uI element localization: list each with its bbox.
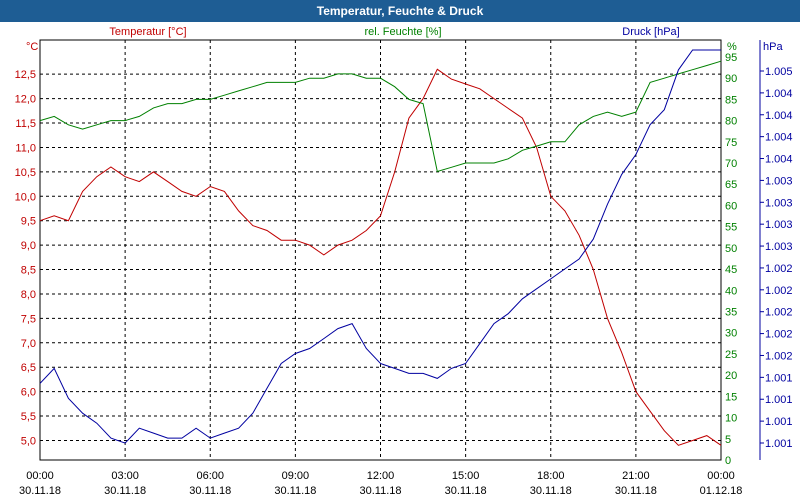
y-tick-temperature: 8,0	[21, 289, 36, 301]
y-tick-pressure: 1.002	[765, 307, 793, 319]
y-tick-humidity: 65	[725, 179, 737, 191]
y-tick-temperature: 11,0	[15, 142, 36, 154]
series-line-temperature	[39, 68, 722, 446]
y-tick-humidity: 45	[725, 264, 737, 276]
y-tick-pressure: 1.001	[765, 416, 793, 428]
y-tick-humidity: 20	[725, 370, 737, 382]
y-tick-temperature: 9,5	[21, 216, 36, 228]
axes-layer	[39, 39, 764, 461]
chart-title-bar: Temperatur, Feuchte & Druck	[0, 0, 800, 22]
ticks-layer: 00:00 30.11.18 03:00 30.11.18 06:00 30.11.18 0…	[15, 52, 793, 497]
legend-pressure: Druck [hPa]	[622, 26, 679, 38]
series-line-humidity	[39, 60, 722, 173]
y-tick-temperature: 10,5	[15, 167, 36, 179]
y-tick-humidity: 50	[725, 243, 737, 255]
x-tick-time: 00:00	[26, 470, 54, 482]
y-tick-humidity: 95	[725, 52, 737, 64]
series-layer	[39, 49, 722, 446]
y-tick-pressure: 1.004	[765, 110, 793, 122]
y-tick-pressure: 1.001	[765, 372, 793, 384]
y-tick-humidity: 55	[725, 222, 737, 234]
y-tick-temperature: 7,0	[21, 338, 36, 350]
labels-layer: Temperatur [°C] rel. Feuchte [%] Druck […	[26, 26, 783, 53]
y-tick-humidity: 35	[725, 307, 737, 319]
unit-label-humidity: %	[727, 41, 737, 53]
x-tick-date: 01.12.18	[700, 485, 743, 497]
x-tick-date: 30.11.18	[189, 485, 231, 497]
y-tick-temperature: 6,0	[21, 387, 36, 399]
y-tick-pressure: 1.003	[765, 197, 793, 209]
y-tick-pressure: 1.001	[765, 438, 793, 450]
y-tick-humidity: 60	[725, 200, 737, 212]
y-tick-temperature: 10,0	[15, 191, 36, 203]
x-tick-date: 30.11.18	[530, 485, 572, 497]
x-tick-time: 15:00	[452, 470, 480, 482]
y-tick-pressure: 1.001	[765, 394, 793, 406]
y-tick-pressure: 1.002	[765, 329, 793, 341]
y-tick-humidity: 30	[725, 328, 737, 340]
y-tick-temperature: 5,0	[21, 435, 36, 447]
y-tick-pressure: 1.005	[765, 66, 793, 78]
y-tick-pressure: 1.004	[765, 88, 793, 100]
x-tick-time: 03:00	[111, 470, 139, 482]
x-tick-time: 09:00	[282, 470, 310, 482]
x-tick-date: 30.11.18	[274, 485, 316, 497]
y-tick-temperature: 6,5	[21, 362, 36, 374]
legend-humidity: rel. Feuchte [%]	[364, 26, 441, 38]
legend-temperature: Temperatur [°C]	[109, 26, 186, 38]
y-tick-humidity: 80	[725, 116, 737, 128]
y-tick-pressure: 1.002	[765, 350, 793, 362]
y-tick-temperature: 12,0	[15, 94, 36, 106]
y-tick-humidity: 90	[725, 73, 737, 85]
y-tick-pressure: 1.004	[765, 132, 793, 144]
y-tick-humidity: 15	[725, 391, 737, 403]
series-line-pressure	[39, 49, 721, 444]
x-tick-time: 18:00	[537, 470, 565, 482]
x-tick-time: 06:00	[196, 470, 224, 482]
y-tick-temperature: 8,5	[21, 265, 36, 277]
y-tick-pressure: 1.002	[765, 263, 793, 275]
x-tick-date: 30.11.18	[359, 485, 401, 497]
y-tick-pressure: 1.003	[765, 241, 793, 253]
x-tick-date: 30.11.18	[19, 485, 61, 497]
y-tick-humidity: 70	[725, 158, 737, 170]
x-tick-time: 12:00	[367, 470, 395, 482]
y-tick-pressure: 1.003	[765, 219, 793, 231]
y-tick-humidity: 10	[725, 413, 737, 425]
unit-label-temperature: °C	[26, 41, 38, 53]
y-tick-pressure: 1.004	[765, 154, 793, 166]
grid-layer	[40, 40, 721, 460]
y-tick-temperature: 7,5	[21, 313, 36, 325]
y-tick-humidity: 25	[725, 349, 737, 361]
plot-frame	[39, 39, 722, 461]
y-tick-temperature: 5,5	[21, 411, 36, 423]
x-tick-date: 30.11.18	[445, 485, 487, 497]
x-tick-date: 30.11.18	[615, 485, 657, 497]
y-tick-temperature: 12,5	[15, 69, 36, 81]
y-tick-humidity: 40	[725, 285, 737, 297]
chart-title: Temperatur, Feuchte & Druck	[316, 4, 484, 18]
y-tick-humidity: 0	[725, 455, 731, 467]
x-tick-date: 30.11.18	[104, 485, 146, 497]
unit-label-pressure: hPa	[763, 41, 783, 53]
y-tick-pressure: 1.003	[765, 175, 793, 187]
y-tick-humidity: 85	[725, 94, 737, 106]
y-tick-humidity: 75	[725, 137, 737, 149]
y-tick-temperature: 11,5	[15, 118, 36, 130]
x-tick-time: 00:00	[707, 470, 735, 482]
y-tick-pressure: 1.002	[765, 285, 793, 297]
y-tick-humidity: 5	[725, 434, 731, 446]
y-tick-temperature: 9,0	[21, 240, 36, 252]
x-tick-time: 21:00	[622, 470, 650, 482]
